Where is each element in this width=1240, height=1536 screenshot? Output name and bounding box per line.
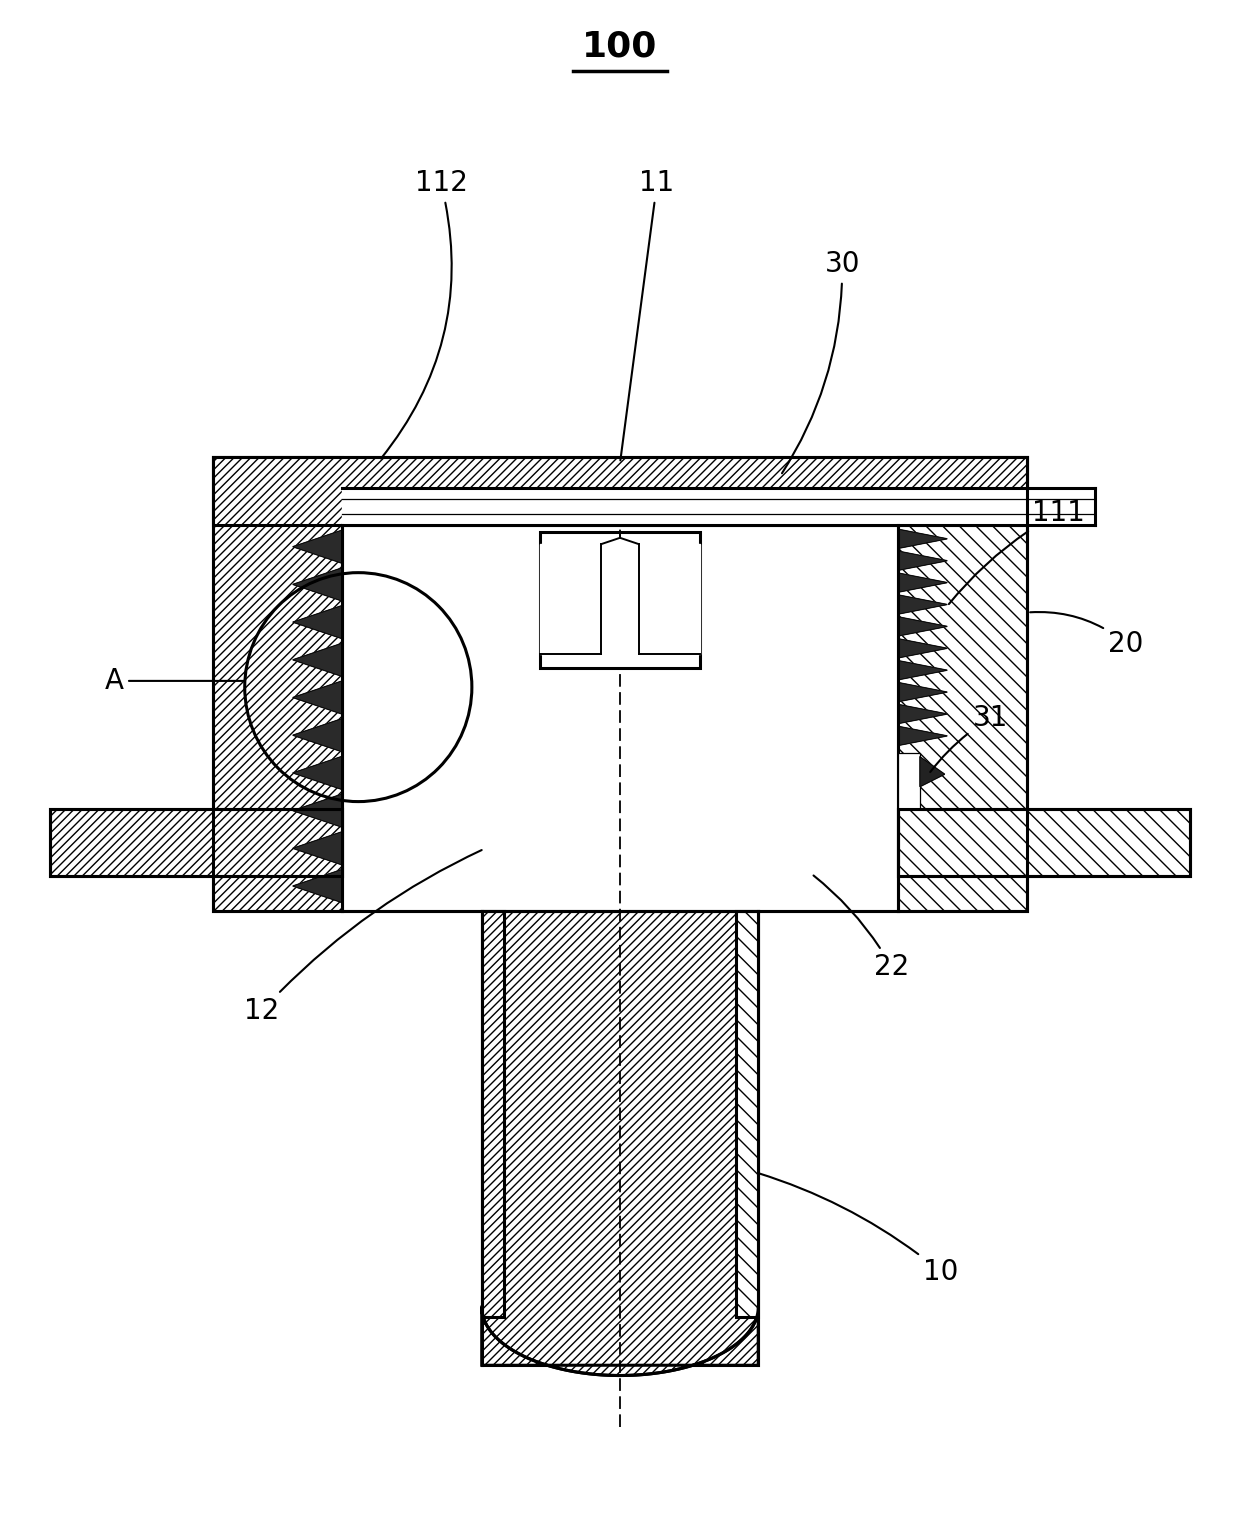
- Polygon shape: [539, 531, 701, 668]
- Text: 112: 112: [381, 169, 467, 459]
- Polygon shape: [50, 809, 342, 876]
- Text: 11: 11: [620, 169, 675, 461]
- Polygon shape: [920, 757, 945, 786]
- Text: 31: 31: [930, 703, 1008, 773]
- Polygon shape: [898, 456, 1028, 911]
- Text: 111: 111: [949, 499, 1085, 604]
- Polygon shape: [898, 617, 947, 636]
- Text: 10: 10: [759, 1174, 959, 1286]
- Text: 30: 30: [782, 250, 861, 473]
- Polygon shape: [898, 660, 947, 680]
- Polygon shape: [293, 869, 342, 903]
- Bar: [212, 456, 1028, 911]
- Polygon shape: [212, 456, 1028, 525]
- Polygon shape: [293, 794, 342, 828]
- Polygon shape: [737, 911, 758, 1318]
- Polygon shape: [293, 568, 342, 601]
- Polygon shape: [293, 644, 342, 676]
- Polygon shape: [342, 488, 1095, 525]
- Polygon shape: [482, 1307, 758, 1376]
- Polygon shape: [898, 639, 947, 657]
- Polygon shape: [539, 544, 601, 653]
- Polygon shape: [482, 911, 758, 1366]
- Polygon shape: [639, 544, 701, 653]
- Polygon shape: [898, 530, 947, 548]
- Polygon shape: [898, 809, 1190, 876]
- Polygon shape: [898, 727, 947, 745]
- Bar: [898, 753, 920, 809]
- Bar: [898, 809, 1190, 876]
- Polygon shape: [482, 911, 503, 1318]
- Polygon shape: [293, 680, 342, 714]
- Polygon shape: [482, 1307, 758, 1376]
- Polygon shape: [293, 831, 342, 865]
- Polygon shape: [212, 456, 342, 911]
- Text: A: A: [104, 667, 244, 694]
- Bar: [50, 809, 342, 876]
- Polygon shape: [898, 682, 947, 702]
- Bar: [539, 531, 701, 668]
- Polygon shape: [293, 530, 342, 564]
- Polygon shape: [898, 705, 947, 723]
- Text: 20: 20: [1030, 611, 1143, 657]
- Polygon shape: [293, 605, 342, 639]
- Polygon shape: [293, 756, 342, 790]
- Polygon shape: [293, 719, 342, 751]
- Polygon shape: [898, 551, 947, 570]
- Text: 12: 12: [244, 849, 481, 1025]
- Text: 22: 22: [813, 876, 909, 982]
- Text: 100: 100: [583, 29, 657, 63]
- Polygon shape: [898, 594, 947, 614]
- Polygon shape: [898, 573, 947, 593]
